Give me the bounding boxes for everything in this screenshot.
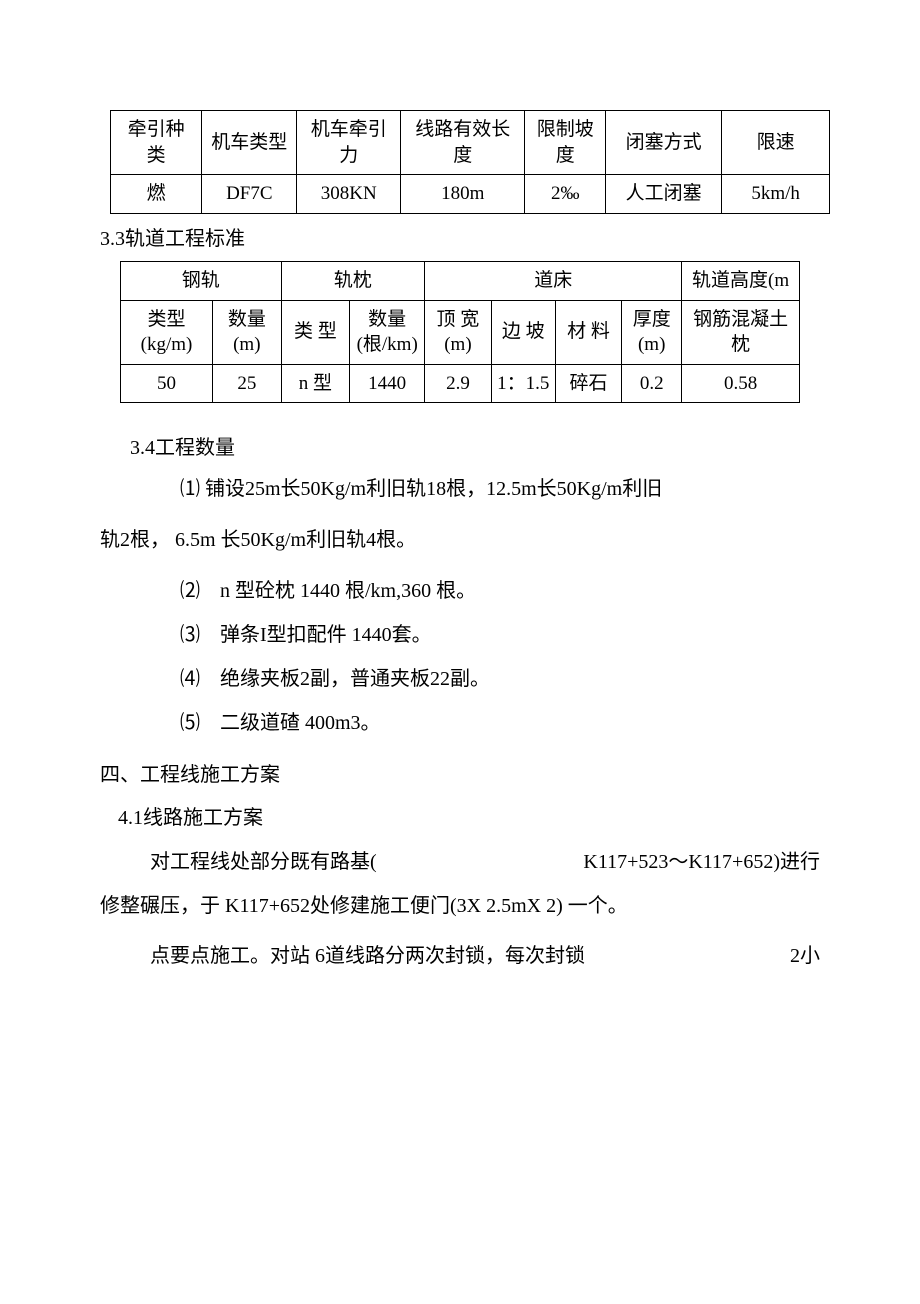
section-34-title: 3.4工程数量 — [130, 431, 820, 460]
th-side-slope: 边 坡 — [491, 300, 555, 364]
td-traction-type: 燃 — [111, 175, 202, 214]
th-rail-type: 类型(kg/m) — [121, 300, 213, 364]
list-item-cont: 轨2根， 6.5m 长50Kg/m利旧轨4根。 — [100, 518, 820, 562]
td-side-slope: 1：1.5 — [491, 364, 555, 403]
th-bed-group: 道床 — [425, 261, 682, 300]
table-row: 钢轨 轨枕 道床 轨道高度(m — [121, 261, 800, 300]
td-rail-type: 50 — [121, 364, 213, 403]
td-sleeper-qty: 1440 — [350, 364, 425, 403]
table-track-standard: 钢轨 轨枕 道床 轨道高度(m 类型(kg/m) 数量(m) 类 型 数量(根/… — [120, 261, 800, 404]
th-rail-group: 钢轨 — [121, 261, 282, 300]
th-sleeper-type: 类 型 — [281, 300, 350, 364]
table-traction-standard: 牵引种类 机车类型 机车牵引力 线路有效长度 限制坡度 闭塞方式 限速 燃 DF… — [110, 110, 830, 214]
td-limit-grade: 2‰ — [525, 175, 606, 214]
th-loco-type: 机车类型 — [202, 111, 297, 175]
para-line: 修整碾压，于 K117+652处修建施工便门(3X 2.5mX 2) 一个。 — [100, 884, 820, 928]
th-limit-grade: 限制坡度 — [525, 111, 606, 175]
td-thickness: 0.2 — [622, 364, 682, 403]
list-item: ⑸ 二级道碴 400m3。 — [180, 708, 820, 738]
td-loco-type: DF7C — [202, 175, 297, 214]
td-speed-limit: 5km/h — [722, 175, 830, 214]
th-track-height: 轨道高度(m — [682, 261, 800, 300]
table-row: 50 25 n 型 1440 2.9 1：1.5 碎石 0.2 0.58 — [121, 364, 800, 403]
th-thickness: 厚度(m) — [622, 300, 682, 364]
para-line: 2小 — [790, 934, 820, 978]
th-sleeper-qty: 数量(根/km) — [350, 300, 425, 364]
td-material: 碎石 — [555, 364, 621, 403]
th-speed-limit: 限速 — [722, 111, 830, 175]
list-item: ⑶ 弹条I型扣配件 1440套。 — [180, 620, 820, 650]
para-line: K117+523〜K117+652)进行 — [583, 840, 820, 884]
td-top-width: 2.9 — [425, 364, 491, 403]
list-item: ⑷ 绝缘夹板2副，普通夹板22副。 — [180, 664, 820, 694]
th-block-mode: 闭塞方式 — [606, 111, 722, 175]
td-effective-len: 180m — [401, 175, 525, 214]
th-sleeper-group: 轨枕 — [281, 261, 425, 300]
table-row: 类型(kg/m) 数量(m) 类 型 数量(根/km) 顶 宽(m) 边 坡 材… — [121, 300, 800, 364]
para-line: 对工程线处部分既有路基( — [100, 840, 377, 884]
th-effective-len: 线路有效长度 — [401, 111, 525, 175]
th-traction-force: 机车牵引力 — [297, 111, 401, 175]
th-rc-sleeper: 钢筋混凝土枕 — [682, 300, 800, 364]
paragraph-41: 对工程线处部分既有路基( K117+523〜K117+652)进行 修整碾压，于… — [100, 840, 820, 978]
td-rail-qty: 25 — [213, 364, 282, 403]
td-block-mode: 人工闭塞 — [606, 175, 722, 214]
table-row: 牵引种类 机车类型 机车牵引力 线路有效长度 限制坡度 闭塞方式 限速 — [111, 111, 830, 175]
th-top-width: 顶 宽(m) — [425, 300, 491, 364]
para-line: 点要点施工。对站 6道线路分两次封锁，每次封锁 — [100, 934, 585, 978]
list-item: ⑵ n 型砼枕 1440 根/km,360 根。 — [180, 576, 820, 606]
list-item: ⑴ 铺设25m长50Kg/m利旧轨18根，12.5m长50Kg/m利旧 — [180, 474, 820, 504]
document-page: 牵引种类 机车类型 机车牵引力 线路有效长度 限制坡度 闭塞方式 限速 燃 DF… — [0, 0, 920, 1038]
td-rc-sleeper: 0.58 — [682, 364, 800, 403]
section-4-title: 四、工程线施工方案 — [100, 758, 820, 787]
section-33-title: 3.3轨道工程标准 — [100, 222, 820, 251]
quantity-list: ⑴ 铺设25m长50Kg/m利旧轨18根，12.5m长50Kg/m利旧 轨2根，… — [100, 474, 820, 738]
table-row: 燃 DF7C 308KN 180m 2‰ 人工闭塞 5km/h — [111, 175, 830, 214]
td-traction-force: 308KN — [297, 175, 401, 214]
td-sleeper-type: n 型 — [281, 364, 350, 403]
section-41-title: 4.1线路施工方案 — [118, 801, 820, 830]
th-traction-type: 牵引种类 — [111, 111, 202, 175]
th-rail-qty: 数量(m) — [213, 300, 282, 364]
th-material: 材 料 — [555, 300, 621, 364]
